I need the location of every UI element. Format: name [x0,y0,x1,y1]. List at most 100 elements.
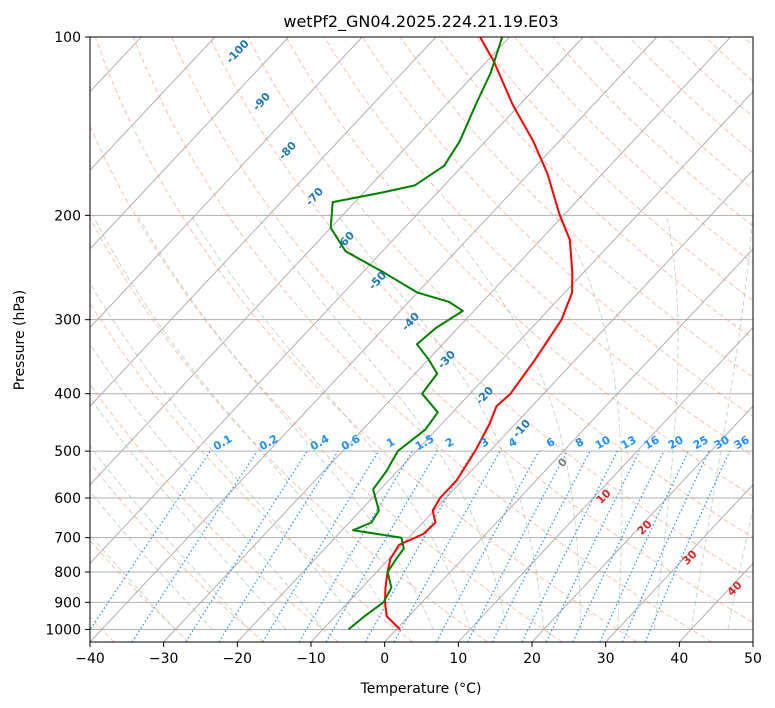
mixing-ratio-label: 36 [732,433,752,452]
dry-adiabat [247,37,753,539]
moist-adiabat-label: 40 [725,578,745,598]
y-tick-label: 800 [54,565,81,581]
isotherm-label: -50 [366,269,389,293]
isotherm-gridline [752,641,753,642]
x-tick-label: −20 [223,651,253,667]
dewpoint-profile [329,37,504,631]
isotherm-gridline [90,37,363,329]
mixing-ratio-line [599,450,690,642]
isotherm-label: -60 [334,229,357,253]
mixing-ratio-line [621,450,710,642]
mixing-ratio-line [435,450,540,642]
isotherm-gridline [457,326,753,642]
moist-adiabat [556,215,623,630]
y-tick-label: 900 [54,595,81,611]
mixing-ratio-label: 8 [573,435,586,450]
moist-adiabat [653,215,679,630]
moist-adiabat [727,505,753,630]
isotherm-gridline [90,37,216,172]
mixing-ratio-line [364,450,474,642]
dry-adiabat [90,216,488,642]
isotherm-label: -70 [303,185,326,209]
moist-adiabat [90,281,361,630]
dry-adiabat [399,37,753,378]
x-axis: −40 −30 −20 −10 0 10 20 30 40 50 [75,642,762,667]
plot-frame [89,36,754,643]
moist-adiabat [90,445,250,630]
moist-adiabat-label: 30 [680,547,700,567]
mixing-ratio-label: 10 [593,433,613,452]
isotherm-gridline [531,405,753,642]
x-tick-label: 50 [744,651,762,667]
y-axis: 100 200 300 400 500 600 700 800 900 1000 [45,30,90,638]
dry-adiabat [323,37,753,457]
x-tick-label: 40 [670,651,688,667]
moist-adiabat [137,215,434,630]
dry-adiabat [132,37,712,642]
y-axis-title: Pressure (hPa) [12,290,28,390]
dry-adiabat [438,37,753,340]
mixing-ratio-line [90,450,211,631]
isotherm-gridline [384,248,753,642]
x-axis-title: Temperature (°C) [360,681,482,697]
isotherm-gridline [90,37,510,486]
dry-adiabat [743,37,753,47]
mixing-ratio-label: 1 [384,435,397,450]
dry-adiabat [94,37,638,642]
mixing-ratio-label: 0.4 [308,432,332,453]
moist-adiabat [92,215,397,630]
mixing-ratio-line [521,450,619,642]
profile-lines [329,37,574,631]
y-tick-label: 700 [54,531,81,547]
y-tick-label: 100 [54,30,81,46]
x-tick-label: −40 [75,651,105,667]
mixing-ratio-line [131,450,258,642]
x-tick-label: 30 [597,651,615,667]
y-tick-label: 300 [54,313,81,329]
background-lines [0,37,753,642]
mixing-ratio-label: 0.6 [339,432,363,453]
isotherm-gridline [90,37,584,565]
mixing-ratio-label: 3 [478,435,491,450]
moist-adiabat [337,214,545,630]
isotherm-gridline [236,90,753,642]
mixing-ratio-line [185,450,308,642]
moist-adiabat [255,215,508,630]
x-tick-label: −10 [296,651,326,667]
moist-adiabat [190,215,471,630]
moist-adiabat [90,490,213,630]
isotherm-label: -90 [250,90,273,114]
moist-adiabat [690,215,753,630]
chart-title: wetPf2_GN04.2025.224.21.19.E03 [283,12,558,32]
x-tick-label: 0 [380,651,389,667]
mixing-ratio-line [393,450,501,642]
dry-adiabat [90,124,563,642]
dry-adiabat [90,302,414,642]
dry-adiabat [666,37,753,118]
temperature-profile [384,37,574,631]
moist-adiabat-label: 10 [594,486,614,506]
x-tick-label: −30 [149,651,179,667]
moist-adiabat [439,214,582,630]
isotherm-label: -40 [399,310,422,334]
moist-adiabat-label: 20 [635,517,655,537]
y-tick-label: 600 [54,491,81,507]
y-tick-label: 400 [54,387,81,403]
isotherm-gridline [90,37,658,642]
isotherm-gridline [0,37,68,642]
isotherm-gridline [90,37,289,250]
mixing-ratio-label: 16 [642,433,662,452]
dry-adiabat [285,37,753,498]
isotherm-gridline [163,37,731,642]
y-tick-label: 500 [54,444,81,460]
mixing-ratio-line [644,450,731,642]
y-tick-label: 1000 [45,622,81,638]
mixing-ratio-label: 2 [443,435,456,450]
mixing-ratio-line [262,450,380,642]
mixing-ratio-label: 25 [691,433,711,452]
dry-adiabat [171,37,753,624]
dry-adiabat [90,462,264,642]
mixing-ratio-line [218,450,339,642]
mixing-ratio-label: 6 [544,435,557,450]
